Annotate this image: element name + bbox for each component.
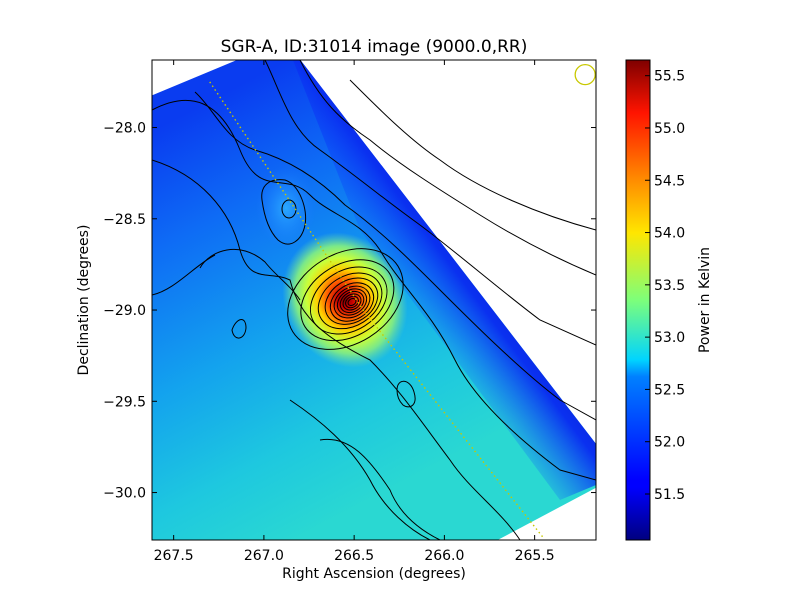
contour-line	[345, 295, 359, 309]
beam-circle	[574, 63, 596, 86]
colorbar-tick-label: 52.0	[654, 435, 685, 451]
x-tick-label: 266.0	[424, 548, 464, 564]
x-axis: 267.5 267.0 266.5 266.0 265.5	[154, 60, 555, 564]
contour-line	[333, 285, 371, 319]
contour-line	[152, 99, 596, 481]
contour-line	[261, 179, 307, 245]
contour-line	[289, 399, 431, 540]
y-axis-label: Declination (degrees)	[76, 225, 92, 376]
x-tick-label: 267.5	[154, 548, 194, 564]
contour-line	[152, 254, 216, 296]
contour-line	[299, 60, 596, 276]
colorbar-tick-label: 53.5	[654, 278, 685, 294]
contour-line	[317, 272, 383, 330]
sky-image	[152, 60, 596, 540]
galactic-plane-line	[209, 81, 545, 539]
x-tick-label: 267.0	[244, 548, 284, 564]
contour-line	[287, 248, 404, 350]
y-axis: −28.0 −28.5 −29.0 −29.5 −30.0	[103, 121, 596, 502]
contour-line	[231, 319, 247, 339]
x-tick-label: 265.5	[515, 548, 555, 564]
plot-frame	[151, 59, 597, 541]
colorbar-tick-label: 55.0	[654, 121, 685, 137]
colorbar-tick-label: 54.0	[654, 226, 685, 242]
contour-line	[264, 60, 596, 346]
y-tick-label: −28.0	[103, 121, 146, 137]
y-tick-label: −30.0	[103, 486, 146, 502]
colorbar-tick-label: 51.5	[654, 487, 685, 503]
contours	[152, 60, 596, 540]
contour-line	[194, 91, 596, 421]
x-tick-label: 266.5	[334, 548, 374, 564]
secondary-source-glow	[256, 166, 316, 250]
colorbar-tick-label: 54.5	[654, 173, 685, 189]
colorbar-label: Power in Kelvin	[697, 247, 713, 353]
y-tick-label: −29.0	[103, 303, 146, 319]
y-tick-label: −29.5	[103, 394, 146, 410]
contour-line	[199, 248, 301, 301]
contour-line	[349, 79, 596, 231]
colorbar	[625, 59, 651, 541]
colorbar-tick-label: 55.5	[654, 69, 685, 85]
colorbar-tick-label: 52.5	[654, 382, 685, 398]
x-axis-label: Right Ascension (degrees)	[282, 566, 466, 582]
contour-line	[329, 282, 375, 322]
contour-line	[309, 266, 388, 335]
contour-line	[342, 293, 362, 311]
chart-title: SGR-A, ID:31014 image (9000.0,RR)	[221, 37, 528, 57]
contour-line	[339, 290, 365, 314]
colorbar-axis: 51.5 52.0 52.5 53.0 53.5 54.0 54.5 55.0 55.5	[645, 69, 685, 503]
contour-line	[324, 277, 379, 325]
cold-ridge	[292, 60, 596, 500]
contour-line	[336, 288, 368, 316]
colorbar-tick-label: 53.0	[654, 330, 685, 346]
contour-line	[319, 438, 441, 540]
contour-line	[396, 380, 416, 408]
y-tick-label: −28.5	[103, 212, 146, 228]
